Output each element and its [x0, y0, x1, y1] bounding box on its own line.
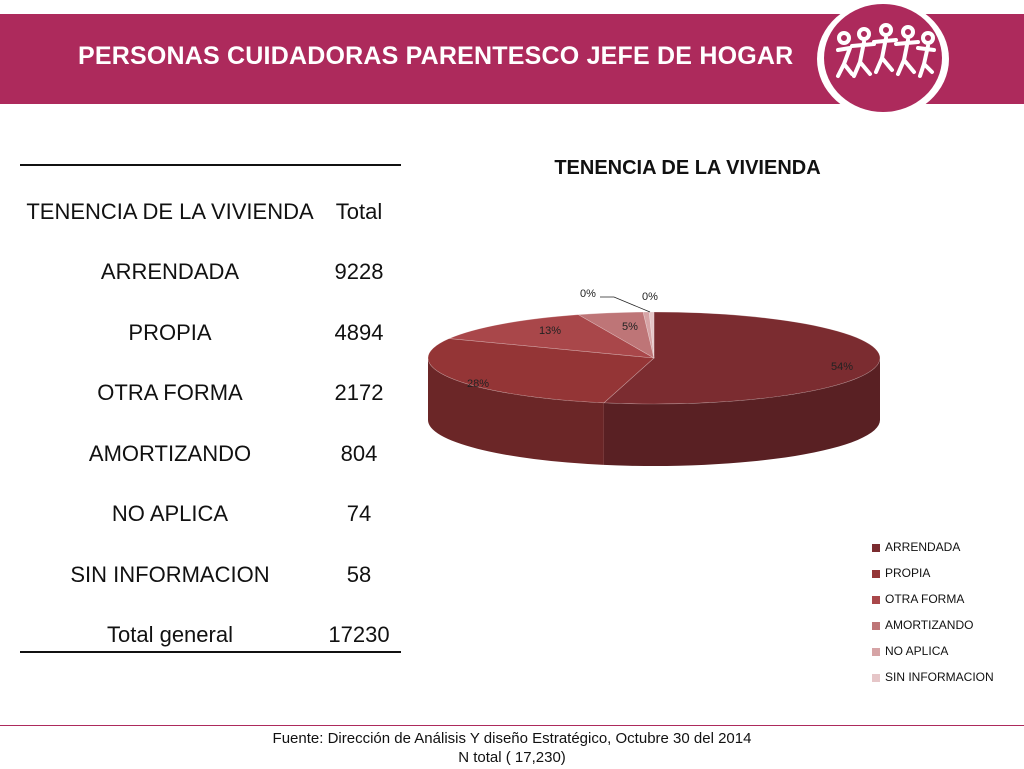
table-cell-total: 58: [346, 562, 372, 587]
legend-label: AMORTIZANDO: [885, 618, 974, 632]
table-cell-category: OTRA FORMA: [97, 380, 243, 405]
legend-label: PROPIA: [885, 566, 931, 580]
legend-swatch: [872, 622, 880, 630]
footer-source: Fuente: Dirección de Análisis Y diseño E…: [272, 730, 752, 747]
table-cell-total: 4894: [334, 320, 384, 345]
legend-label: NO APLICA: [885, 644, 949, 658]
table-cell-category: ARRENDADA: [100, 259, 240, 284]
table-row: SIN INFORMACION 58: [20, 562, 400, 602]
table-cell-category: SIN INFORMACION: [70, 562, 270, 587]
table-total-value: 17230: [328, 622, 390, 647]
pie-chart: 54% 28% 13% 5% 0% 0%: [427, 288, 881, 466]
legend-label: SIN INFORMACION: [885, 670, 994, 684]
table-bottom-rule: [20, 651, 401, 653]
table-row: OTRA FORMA 2172: [20, 380, 400, 420]
legend-label: ARRENDADA: [885, 540, 961, 554]
table-cell-category: NO APLICA: [111, 501, 229, 526]
table-total-label: Total general: [107, 622, 233, 647]
data-label: 0%: [580, 288, 596, 300]
legend-swatch: [872, 596, 880, 604]
pie-side-arrendada: [603, 358, 880, 466]
footer: Fuente: Dirección de Análisis Y diseño E…: [0, 725, 1024, 769]
pie-slice-arrendada: [603, 311, 881, 405]
table-total-row: Total general 17230: [20, 622, 400, 662]
pie-slice-otra-forma: [449, 314, 655, 359]
table-row: ARRENDADA 9228: [20, 259, 400, 299]
table-row: NO APLICA 74: [20, 501, 400, 541]
page-title: PERSONAS CUIDADORAS PARENTESCO JEFE DE H…: [78, 42, 794, 70]
legend-label: OTRA FORMA: [885, 592, 965, 606]
logo-icon: [836, 23, 936, 78]
pie-slice-amortizando: [577, 311, 655, 359]
table-cell-category: AMORTIZANDO: [88, 441, 252, 466]
legend-swatch: [872, 544, 880, 552]
table-row: PROPIA 4894: [20, 320, 400, 360]
table-header-category: TENENCIA DE LA VIVIENDA: [26, 199, 314, 224]
data-label: 0%: [642, 291, 658, 303]
table-cell-category: PROPIA: [128, 320, 212, 345]
data-label: 13%: [539, 325, 561, 337]
legend-swatch: [872, 674, 880, 682]
data-label-leader: [600, 296, 651, 313]
data-label: 5%: [622, 321, 638, 333]
table-cell-total: 804: [340, 441, 378, 466]
table-top-rule: [20, 164, 401, 166]
data-label: 54%: [831, 361, 853, 373]
table-cell-total: 9228: [334, 259, 384, 284]
table-row: AMORTIZANDO 804: [20, 441, 400, 481]
data-label: 28%: [467, 378, 489, 390]
pie-slice-propia: [427, 338, 655, 404]
chart-title: TENENCIA DE LA VIVIENDA: [554, 157, 821, 179]
legend-swatch: [872, 570, 880, 578]
table-cell-total: 74: [346, 501, 372, 526]
legend-swatch: [872, 648, 880, 656]
footer-total: N total ( 17,230): [458, 749, 566, 766]
pie-side-propia: [428, 358, 604, 465]
table-header-total: Total: [335, 199, 383, 224]
table-header-row: TENENCIA DE LA VIVIENDA Total: [20, 199, 400, 239]
table-cell-total: 2172: [334, 380, 384, 405]
